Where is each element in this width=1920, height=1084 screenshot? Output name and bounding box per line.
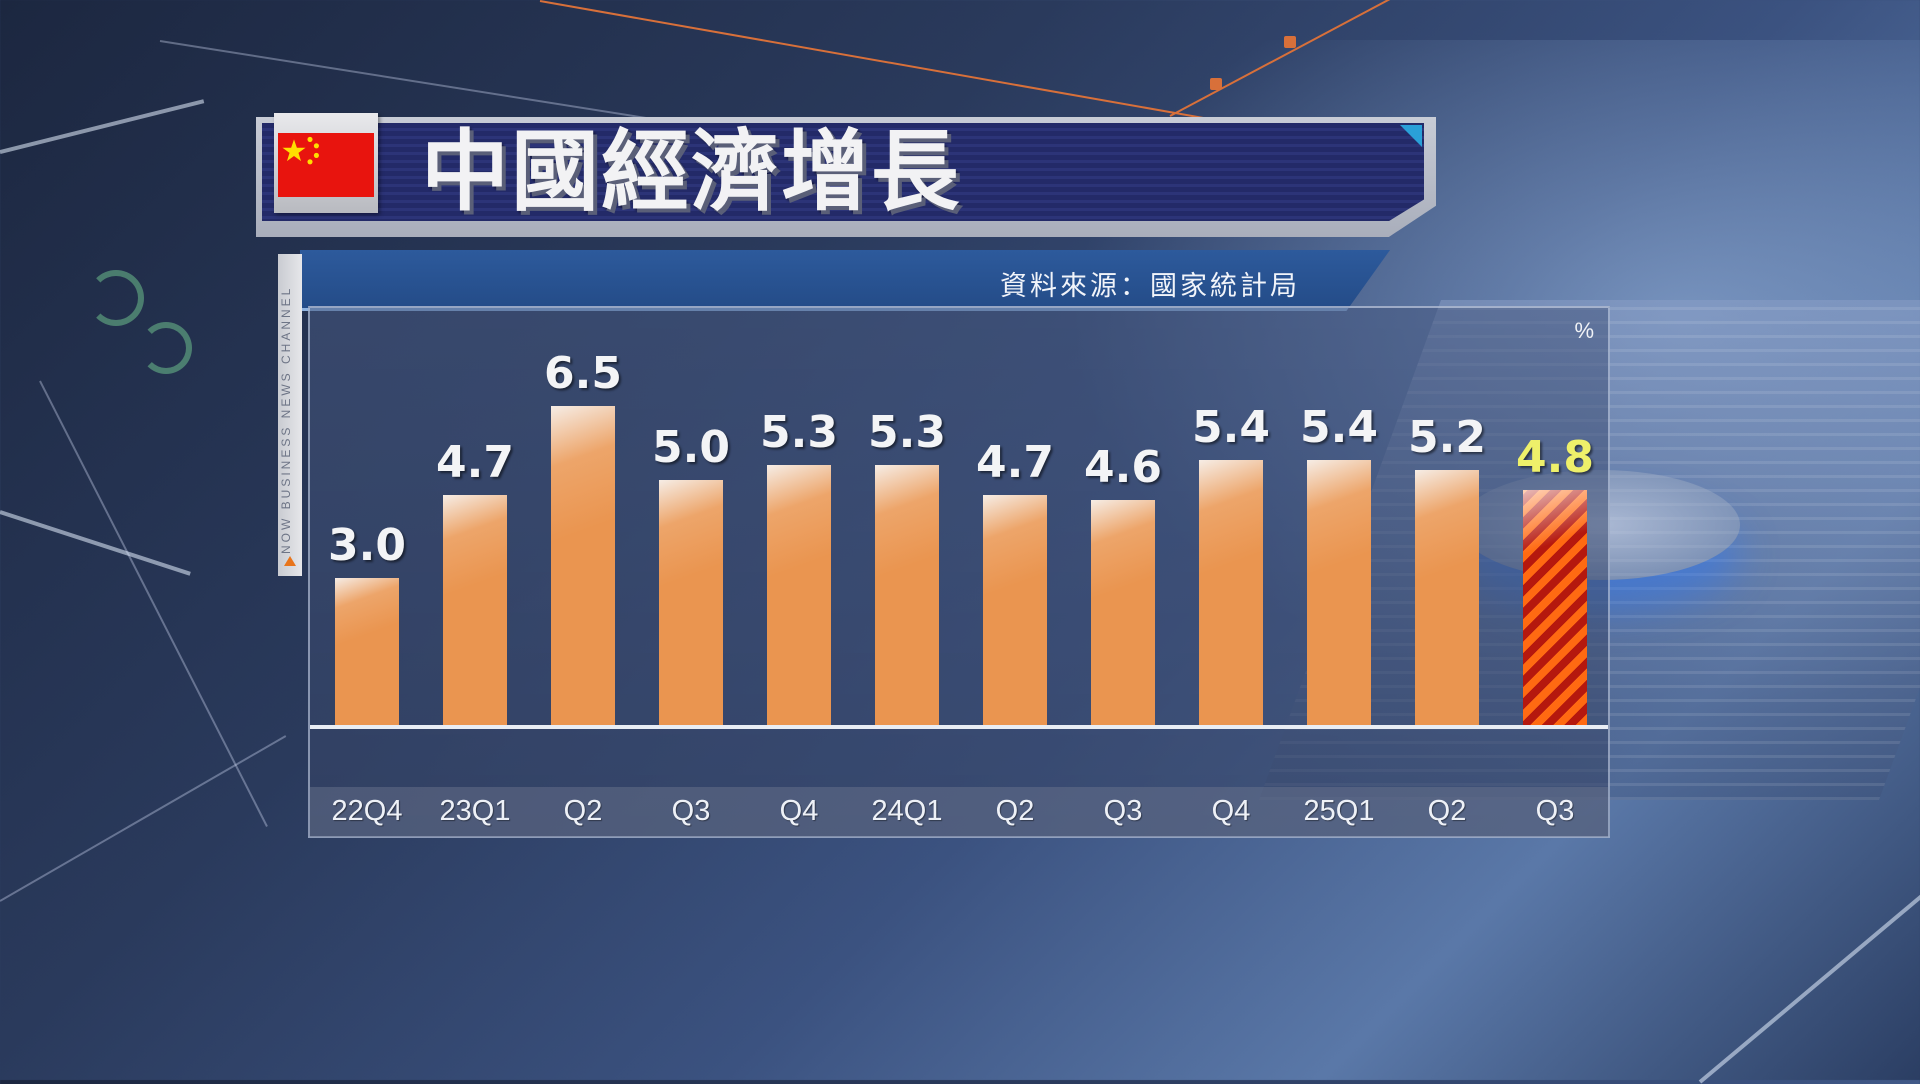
background-trend-dot	[1210, 78, 1222, 90]
x-axis-label: Q2	[563, 795, 603, 827]
bar	[1091, 500, 1155, 725]
bar-value-label: 4.8	[1516, 432, 1594, 483]
unit-label: %	[1574, 318, 1594, 343]
x-axis-label: Q2	[995, 795, 1035, 827]
x-axis-label: Q3	[1535, 795, 1575, 827]
corner-triangle-icon	[1400, 125, 1422, 147]
source-band: 資料來源：國家統計局	[300, 250, 1390, 311]
x-axis-label: Q4	[1211, 795, 1251, 827]
x-axis-label: 24Q1	[871, 795, 943, 827]
background-light-line	[39, 380, 268, 827]
bar	[1307, 460, 1371, 725]
x-axis-label: Q2	[1427, 795, 1467, 827]
background-trend-dot	[1284, 36, 1296, 48]
channel-name: NOW BUSINESS NEWS CHANNEL	[279, 285, 293, 554]
bar	[551, 406, 615, 725]
china-flag-stars-icon	[282, 136, 319, 165]
background-trend-line	[1169, 0, 1401, 117]
title-banner: 中國經濟增長	[256, 113, 1436, 237]
background-ring	[88, 270, 144, 326]
channel-arrow-icon	[284, 556, 296, 566]
bar-value-label: 4.7	[436, 437, 514, 488]
x-axis-label: 25Q1	[1303, 795, 1375, 827]
chart-panel: % 3.0 22Q4 4.7 23Q1 6.5 Q2 5.0 Q3 5.3 Q4 5.3 24Q1 4.…	[308, 306, 1610, 838]
background-light-line	[0, 735, 287, 902]
x-axis-label: Q4	[779, 795, 819, 827]
bar-value-label: 5.0	[652, 422, 730, 473]
page-title: 中國經濟增長	[421, 120, 962, 223]
title-banner-inner	[262, 123, 1424, 221]
bar-value-label: 5.3	[868, 407, 946, 458]
bar	[1415, 470, 1479, 725]
background-light-line	[1698, 823, 1920, 1084]
bar-value-label: 5.2	[1408, 412, 1486, 463]
bar	[1523, 490, 1587, 725]
bar	[335, 578, 399, 725]
bar-value-label: 3.0	[328, 520, 406, 571]
x-axis-label: 23Q1	[439, 795, 511, 827]
background-light-line	[0, 510, 191, 576]
background-ring	[140, 322, 192, 374]
bar-value-label: 4.6	[1084, 442, 1162, 493]
x-axis-label: 22Q4	[331, 795, 403, 827]
bar	[875, 465, 939, 725]
bar-value-label: 5.4	[1300, 402, 1378, 453]
bar	[1199, 460, 1263, 725]
bar-value-label: 4.7	[976, 437, 1054, 488]
bar-value-label: 5.3	[760, 407, 838, 458]
x-axis-strip	[310, 787, 1608, 837]
x-axis-label: Q3	[671, 795, 711, 827]
background-light-line	[0, 99, 205, 154]
bar	[767, 465, 831, 725]
bar	[983, 495, 1047, 725]
bar	[659, 480, 723, 725]
flag-frame	[274, 113, 378, 213]
channel-strip: NOW BUSINESS NEWS CHANNEL	[278, 254, 302, 576]
x-axis-label: Q3	[1103, 795, 1143, 827]
source-text: 資料來源：國家統計局	[1000, 271, 1300, 302]
bar-value-label: 6.5	[544, 348, 622, 399]
bar	[443, 495, 507, 725]
x-axis-baseline	[310, 725, 1608, 729]
background-trend-line	[539, 0, 1230, 124]
bar-value-label: 5.4	[1192, 402, 1270, 453]
china-flag-icon	[278, 133, 374, 197]
